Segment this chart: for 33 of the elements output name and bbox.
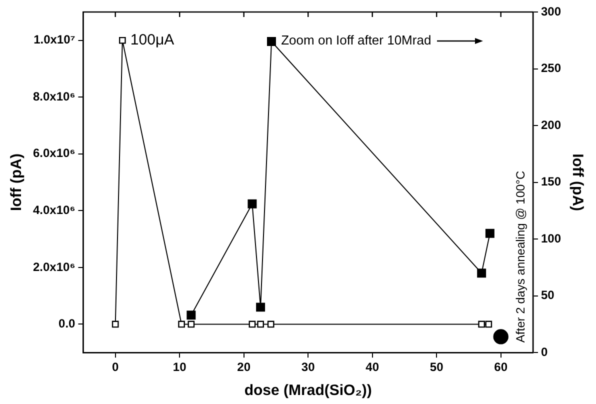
point <box>186 310 196 320</box>
x-tick-label: 60 <box>494 360 508 374</box>
y-tick-label: 6.0x10⁶ <box>32 146 76 160</box>
y-tick-label: 1.0x10⁷ <box>34 32 76 47</box>
y-tick-label: 8.0x10⁶ <box>32 89 76 104</box>
annotation: 100μA <box>130 32 174 49</box>
y-tick-label: 2.0x10⁶ <box>32 260 76 274</box>
y2-tick-label: 300 <box>540 4 562 18</box>
y-tick-label: 4.0x10⁶ <box>32 202 76 217</box>
y2-tick-label: 250 <box>540 61 562 76</box>
annotation: After 2 days annealing @ 100°C <box>513 170 528 343</box>
y2-tick-label: 100 <box>540 231 562 246</box>
y2-tick-label: 150 <box>540 174 562 189</box>
x-tick-label: 50 <box>430 360 444 374</box>
point <box>248 199 257 208</box>
point <box>256 302 266 312</box>
y2-tick-label: 0 <box>540 344 548 359</box>
y2-axis-title: Ioff (pA) <box>568 154 586 212</box>
point <box>477 268 486 278</box>
y2-tick-label: 50 <box>540 288 555 302</box>
annotation: Zoom on Ioff after 10Mrad <box>281 32 432 48</box>
x-tick-label: 30 <box>301 360 316 374</box>
y-tick-label: 0.0 <box>58 316 76 331</box>
point <box>485 228 494 238</box>
x-tick-label: 0 <box>112 360 120 374</box>
x-tick-label: 40 <box>366 360 380 374</box>
x-axis-title: dose (Mrad(SiO₂)) <box>244 382 372 400</box>
x-tick-label: 10 <box>172 360 187 374</box>
point <box>493 329 508 344</box>
x-tick-label: 20 <box>237 360 251 374</box>
y-axis-title: Ioff (pA) <box>8 154 26 212</box>
y2-tick-label: 200 <box>540 118 562 132</box>
point <box>266 37 276 46</box>
